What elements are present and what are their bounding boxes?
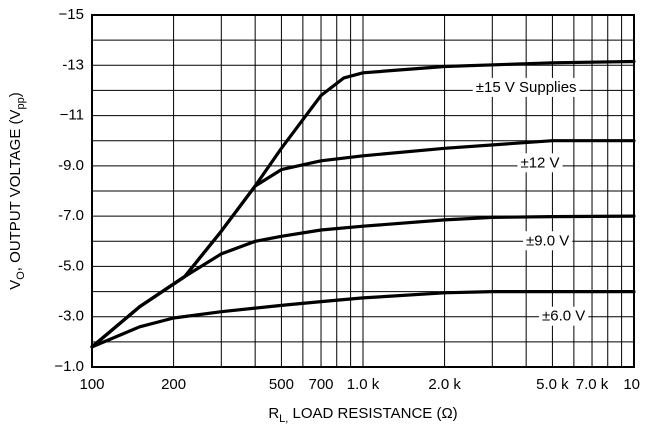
series-line-3 (90, 214, 636, 349)
x-axis-label-main: R (268, 405, 279, 422)
x-tick-label: 5.0 k (536, 376, 569, 393)
x-axis-label-rest: LOAD RESISTANCE (Ω) (288, 405, 457, 422)
series-labels: ±15 V Supplies ±12 V ±9.0 V ±6.0 V (472, 77, 589, 326)
x-axis-label: RL, LOAD RESISTANCE (Ω) (268, 405, 457, 425)
y-tick-label: −15 (59, 6, 84, 23)
x-tick-label: 700 (309, 376, 334, 393)
x-axis-label-sub: L, (279, 413, 288, 425)
x-tick-label: 500 (269, 376, 294, 393)
y-tick-label: -5.0 (58, 257, 84, 274)
y-axis-label-sub: O (15, 271, 27, 280)
series-line-4 (90, 290, 636, 349)
y-axis-label-main: V (7, 280, 24, 290)
x-tick-label: 100 (79, 376, 104, 393)
series-label-bg (539, 306, 589, 326)
y-axis-label-mid: , OUTPUT VOLTAGE (V (7, 109, 24, 271)
data-series (90, 59, 636, 349)
y-axis-label-sub2: pp (15, 97, 27, 109)
x-tick-label: 200 (161, 376, 186, 393)
y-tick-label: -13 (62, 56, 84, 73)
series-label-bg (522, 231, 573, 251)
series-label-2: ±12 V (520, 154, 559, 171)
x-tick-labels: 100 200 500 700 1.0 k 2.0 k 5.0 k 7.0 k 10 (79, 376, 640, 393)
y-tick-labels: −15 -13 −11 -9.0 -7.0 -5.0 -3.0 −1.0 (54, 6, 84, 375)
x-tick-label: 2.0 k (428, 376, 461, 393)
y-tick-label: −1.0 (54, 358, 84, 375)
plot-frame (91, 14, 635, 368)
y-axis-label: VO, OUTPUT VOLTAGE (Vpp) (7, 92, 27, 290)
y-axis-label-end: ) (7, 92, 24, 97)
x-tick-label: 7.0 k (576, 376, 609, 393)
y-tick-label: -3.0 (58, 308, 84, 325)
series-label-bg (472, 77, 580, 97)
y-tick-label: -7.0 (58, 207, 84, 224)
y-tick-label: -9.0 (58, 157, 84, 174)
series-label-1: ±15 V Supplies (476, 79, 577, 96)
series-label-bg (517, 153, 563, 173)
series-label-4: ±6.0 V (542, 308, 585, 325)
x-tick-label: 10 (623, 376, 640, 393)
y-tick-label: −11 (60, 107, 84, 124)
x-tick-label: 1.0 k (347, 376, 380, 393)
series-label-3: ±9.0 V (526, 232, 569, 249)
